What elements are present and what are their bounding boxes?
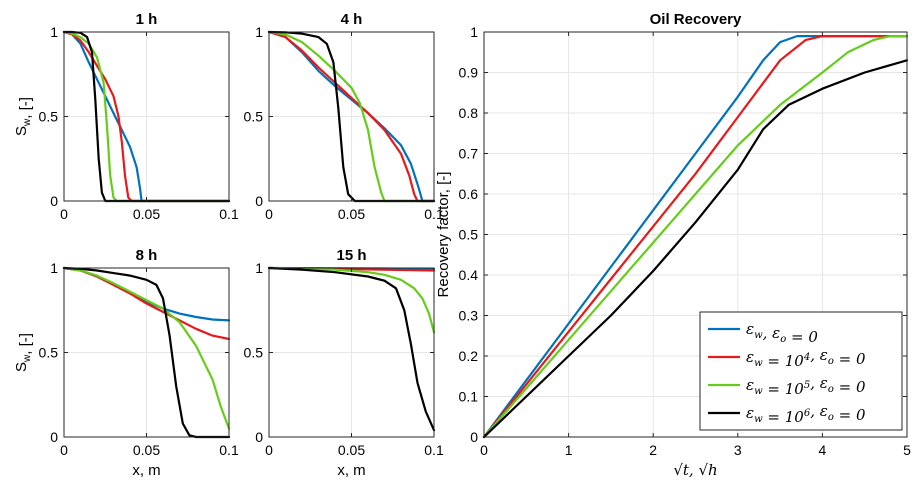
series-line-3 (267, 266, 436, 334)
y-axis-label: Sw, [-] (13, 333, 34, 372)
y-tick-label: 0.6 (459, 186, 479, 202)
x-tick-label: 0.05 (338, 206, 365, 222)
y-tick-label: 0 (470, 429, 478, 445)
legend-label-4: εw = 106, εo = 0 (746, 402, 866, 426)
y-tick-label: 1 (255, 24, 263, 40)
series-line-2 (267, 30, 436, 203)
series-line-4 (267, 266, 436, 432)
chart-title: 8 h (136, 247, 158, 264)
y-tick-label: 0.5 (39, 345, 59, 361)
chart-title: 1 h (136, 11, 158, 28)
chart-panel-3: 0 0.05 0.1 0 0.5 1 8 h x, m Sw, [-] (13, 247, 239, 479)
y-tick-label: 1 (50, 260, 58, 276)
x-tick-label: 0 (265, 442, 273, 458)
legend-box (699, 311, 903, 431)
legend-label-3: εw = 105, εo = 0 (746, 374, 866, 398)
x-tick-label: 2 (649, 442, 657, 458)
x-tick-label: 0.05 (133, 442, 160, 458)
y-tick-label: 0 (50, 429, 58, 445)
y-tick-label: 0.5 (244, 109, 264, 125)
y-tick-label: 0.9 (459, 65, 479, 81)
x-tick-label: 0.05 (133, 206, 160, 222)
y-axis-label: Recovery factor, [-] (435, 172, 452, 298)
x-tick-label: 0 (60, 442, 68, 458)
y-tick-label: 0 (50, 193, 58, 209)
x-tick-label: 0 (480, 442, 488, 458)
series-line-3 (482, 35, 909, 439)
series-line-1 (62, 30, 231, 203)
chart-title: 15 h (336, 247, 366, 264)
x-axis-label: √t, √h (673, 461, 717, 479)
chart-title: 4 h (341, 11, 363, 28)
x-tick-label: 0.1 (424, 206, 444, 222)
series-line-2 (62, 30, 231, 203)
y-tick-label: 1 (50, 24, 58, 40)
x-tick-label: 0.1 (219, 442, 239, 458)
legend-label-1: εw, εo = 0 (746, 320, 818, 346)
x-tick-label: 4 (819, 442, 827, 458)
x-tick-label: 0.1 (219, 206, 239, 222)
series-line-3 (62, 266, 231, 430)
chart-panel-2: 0 0.05 0.1 0 0.5 1 4 h (244, 11, 444, 222)
series-line-2 (482, 35, 909, 439)
x-axis-label: x, m (337, 462, 365, 479)
panels: 0 0.05 0.100.511 hSw, [-]0 0.05 0.100.514 h0… (13, 11, 911, 479)
y-tick-label: 0.5 (459, 227, 479, 243)
x-tick-label: 0.05 (338, 442, 365, 458)
legend-label-2: εw = 104, εo = 0 (746, 346, 866, 370)
y-tick-label: 1 (255, 260, 263, 276)
y-tick-label: 0.8 (459, 105, 479, 121)
series-line-4 (62, 266, 231, 439)
x-tick-label: 3 (734, 442, 742, 458)
series-line-3 (62, 30, 231, 203)
y-tick-label: 0.7 (459, 146, 479, 162)
y-axis-label: Sw, [-] (13, 97, 34, 136)
chart-panel-4: 0 0.05 0.1 0 0.5 1 15 h x, m (244, 247, 444, 479)
chart-title: Oil Recovery (650, 11, 742, 28)
legend: εw, εo = 0εw = 104, εo = 0 εw = 105, εo =… (699, 311, 903, 431)
x-tick-label: 1 (565, 442, 573, 458)
x-tick-label: 5 (903, 442, 911, 458)
y-tick-label: 0 (255, 429, 263, 445)
x-axis-label: x, m (132, 462, 160, 479)
x-tick-label: 0.1 (424, 442, 444, 458)
series-line-1 (482, 35, 909, 439)
series-line-4 (482, 59, 909, 439)
x-tick-label: 0 (60, 206, 68, 222)
y-tick-label: 0.1 (459, 389, 479, 405)
y-tick-label: 0.2 (459, 348, 479, 364)
y-tick-label: 0.3 (459, 308, 479, 324)
y-tick-label: 0.5 (244, 345, 264, 361)
y-tick-label: 0.5 (39, 109, 59, 125)
x-tick-label: 0 (265, 206, 273, 222)
series-line-3 (267, 30, 436, 203)
chart-panel-1: 0 0.05 0.1 0 0.5 1 1 h Sw, [-] (13, 11, 239, 222)
y-tick-label: 1 (470, 24, 478, 40)
y-tick-label: 0.4 (459, 267, 479, 283)
series-line-4 (267, 30, 436, 203)
y-tick-label: 0 (255, 193, 263, 209)
